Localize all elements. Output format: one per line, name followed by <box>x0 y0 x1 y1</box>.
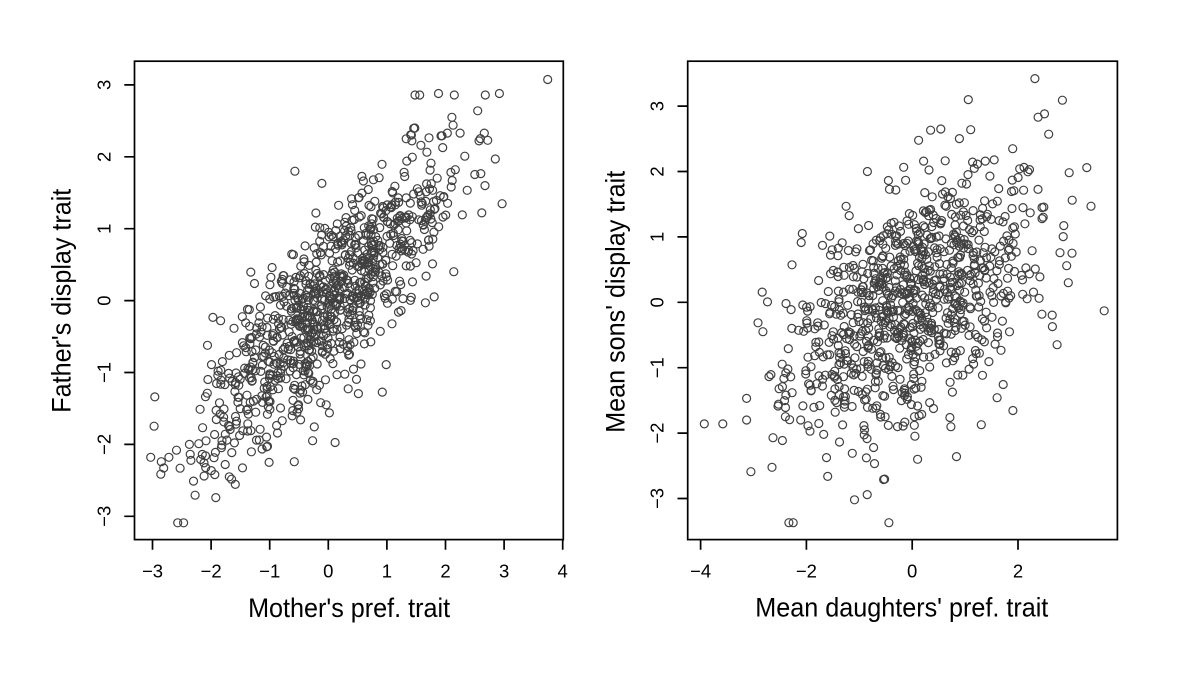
svg-text:1: 1 <box>94 224 115 234</box>
svg-text:Mother's pref. trait: Mother's pref. trait <box>248 593 450 623</box>
svg-text:3: 3 <box>94 80 115 90</box>
svg-text:Mean sons' display trait: Mean sons' display trait <box>600 170 630 432</box>
svg-text:2: 2 <box>1013 561 1023 582</box>
svg-text:1: 1 <box>382 561 392 582</box>
svg-text:−4: −4 <box>690 561 711 582</box>
svg-text:2: 2 <box>440 561 450 582</box>
svg-text:Father's display trait: Father's display trait <box>47 188 77 412</box>
svg-text:−3: −3 <box>647 488 668 509</box>
svg-text:3: 3 <box>647 101 668 111</box>
svg-text:0: 0 <box>94 295 115 305</box>
svg-text:−1: −1 <box>259 561 280 582</box>
svg-text:−2: −2 <box>201 561 222 582</box>
svg-text:0: 0 <box>907 561 917 582</box>
svg-text:4: 4 <box>558 561 568 582</box>
svg-text:Mean daughters' pref. trait: Mean daughters' pref. trait <box>755 593 1048 623</box>
svg-text:−3: −3 <box>142 561 163 582</box>
svg-text:0: 0 <box>323 561 333 582</box>
svg-text:2: 2 <box>94 152 115 162</box>
svg-text:−2: −2 <box>94 434 115 455</box>
svg-text:−2: −2 <box>647 423 668 444</box>
svg-text:0: 0 <box>647 297 668 307</box>
svg-text:−1: −1 <box>647 357 668 378</box>
svg-text:−1: −1 <box>94 362 115 383</box>
svg-text:3: 3 <box>499 561 509 582</box>
svg-text:2: 2 <box>647 166 668 176</box>
svg-text:−3: −3 <box>94 506 115 527</box>
svg-text:−2: −2 <box>796 561 817 582</box>
svg-text:1: 1 <box>647 232 668 242</box>
